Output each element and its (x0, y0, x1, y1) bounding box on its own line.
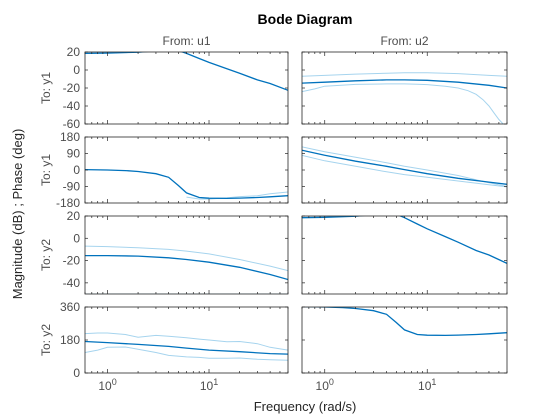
panel-axes-box (84, 51, 289, 125)
panel-series-group (302, 72, 507, 124)
x-tick-label-col2-1: 100 (316, 377, 334, 393)
y-tick-label: -40 (63, 276, 81, 290)
y-tick-label: 360 (60, 300, 80, 314)
y-tick-label: 20 (67, 45, 81, 59)
series-nominal-3 (302, 79, 507, 89)
row-label-2: To: y1 (39, 154, 53, 186)
y-tick-label: 20 (67, 209, 81, 223)
series-nominal-1 (85, 52, 288, 91)
y-axis-label: Magnitude (dB) ; Phase (deg) (10, 129, 25, 300)
panel-r3c1: 20 0 -20 -40 (63, 209, 289, 295)
y-tick-label: -90 (63, 180, 81, 194)
panel-axes-box (301, 51, 508, 125)
y-tick-label: 0 (73, 163, 80, 177)
panel-r3c2 (301, 215, 508, 295)
series-bound-2 (302, 83, 505, 124)
panel-r2c1: 180 90 0 -90 -180 (56, 130, 289, 210)
y-tick-label: 0 (73, 231, 80, 245)
panel-r1c1: 20 0 -20 -40 -60 (63, 45, 289, 131)
chart-title: Bode Diagram (258, 11, 353, 27)
series-nominal-3 (85, 340, 288, 355)
column-header-1: From: u1 (162, 34, 210, 48)
series-nominal-2 (85, 168, 288, 200)
panel-r2c2 (301, 136, 508, 204)
panel-axes-box (301, 215, 508, 295)
x-tick-label-col2-2: 101 (418, 377, 436, 393)
panel-r4c2 (301, 306, 508, 374)
panel-r4c1: 360 180 0 (60, 300, 289, 380)
column-header-2: From: u2 (380, 34, 428, 48)
series-nominal-3 (302, 149, 507, 185)
series-bound-1 (85, 332, 288, 351)
panel-series-group (85, 332, 288, 361)
panel-series-group (85, 52, 288, 91)
x-tick-label-col1-2: 101 (200, 377, 218, 393)
y-tick-label: -60 (63, 117, 81, 131)
y-tick-label: 180 (60, 130, 80, 144)
series-bound-1 (302, 72, 507, 77)
panel-series-group (302, 307, 507, 337)
y-tick-label: 180 (60, 333, 80, 347)
y-tick-label: -40 (63, 99, 81, 113)
y-tick-label: 0 (73, 63, 80, 77)
row-label-1: To: y1 (39, 72, 53, 104)
series-bound-2 (302, 154, 507, 188)
y-tick-label: -20 (63, 81, 81, 95)
series-bound-1 (186, 191, 288, 200)
panel-series-group (302, 216, 507, 264)
x-axis-label: Frequency (rad/s) (254, 399, 357, 414)
panel-series-group (85, 245, 288, 294)
series-nominal-1 (302, 307, 507, 337)
y-tick-label: 0 (73, 366, 80, 380)
series-bound-1 (85, 245, 288, 272)
panel-series-group (85, 168, 288, 200)
bode-panels: From: u1 From: u2 To: y1 To: y1 To: y2 To: y2… (39, 34, 508, 393)
y-tick-label: -20 (63, 254, 81, 268)
row-label-4: To: y2 (39, 324, 53, 356)
series-bound-2 (85, 346, 288, 361)
panel-axes-box (84, 215, 289, 295)
y-tick-label: -180 (56, 196, 80, 210)
panel-axes-box (84, 306, 289, 374)
series-nominal-3 (85, 254, 288, 281)
y-tick-label: 90 (67, 147, 81, 161)
row-label-3: To: y2 (39, 239, 53, 271)
panel-series-group (302, 146, 507, 188)
x-tick-label-col1-1: 100 (98, 377, 116, 393)
series-nominal-1 (302, 216, 507, 264)
panel-r1c2 (301, 51, 508, 125)
panel-axes-box (301, 306, 508, 374)
